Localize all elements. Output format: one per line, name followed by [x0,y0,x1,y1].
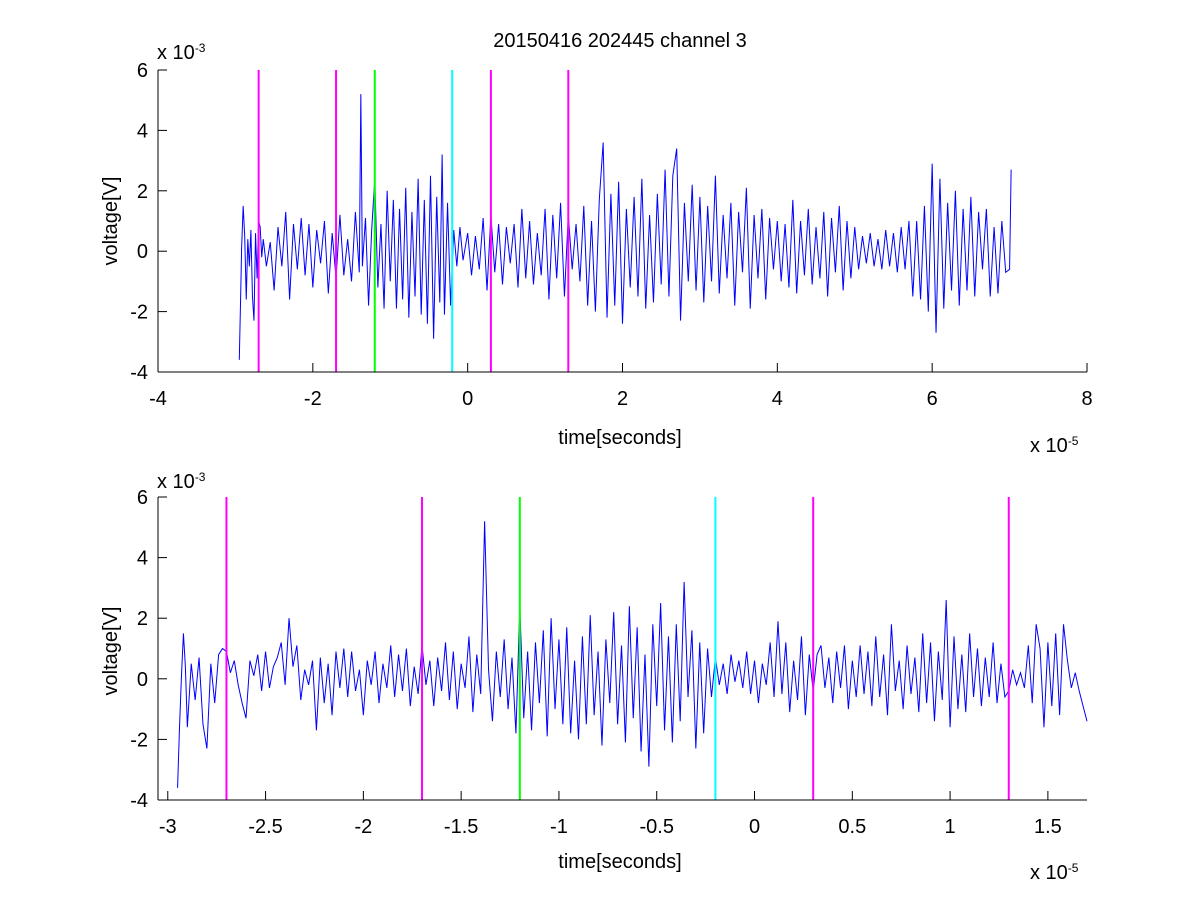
top-x-tick-label-5: 6 [927,388,938,410]
bottom-x-tick-label-0: -3 [159,816,177,838]
bottom-x-tick-label-5: -0.5 [639,816,673,838]
bottom-y-tick-label-2: 0 [137,669,148,691]
bottom-x-tick-label-9: 1.5 [1034,816,1062,838]
bottom-y-tick-label-3: 2 [137,608,148,630]
top-x-tick-label-2: 0 [462,388,473,410]
top-x-axis-label: time[seconds] [558,427,681,449]
bottom-y-tick-label-1: -2 [130,729,148,751]
bottom-marker-layer [225,497,1010,800]
bottom-voltage-trace [177,521,1088,788]
top-y-tick-label-4: 4 [137,120,148,142]
bottom-label-layer: x 10-3 time[seconds] x 10-5 voltage[V] [100,470,1079,884]
bottom-x-axis-label: time[seconds] [558,851,681,873]
top-label-layer: x 10-3 time[seconds] x 10-5 voltage[V] [100,41,1079,457]
top-x-tick-label-4: 4 [772,388,783,410]
bottom-x-tick-label-4: -1 [550,816,568,838]
top-signal-layer [238,94,1012,360]
top-y-tick-label-1: -2 [130,302,148,324]
top-panel: -4 -2 0 2 4 6 8 -4 -2 0 2 4 6 x 10-3 time[seconds] x… [100,41,1093,457]
figure-title: 20150416 202445 channel 3 [493,30,747,52]
top-x-tick-label-6: 8 [1081,388,1092,410]
bottom-x-tick-label-6: 0 [749,816,760,838]
bottom-x-scale-label: x 10-5 [1030,861,1079,884]
top-x-tick-label-1: -2 [304,388,322,410]
top-y-axis-label: voltage[V] [100,177,122,266]
top-y-tick-label-2: 0 [137,241,148,263]
bottom-x-tick-label-2: -2 [354,816,372,838]
top-x-scale-label: x 10-5 [1030,434,1079,457]
bottom-x-tick-label-8: 1 [945,816,956,838]
top-y-scale-label: x 10-3 [157,41,206,64]
top-marker-layer [257,70,570,372]
bottom-y-tick-label-4: 4 [137,548,148,570]
bottom-x-tick-label-7: 0.5 [838,816,866,838]
top-x-tick-label-0: -4 [149,388,167,410]
top-x-tick-label-3: 2 [617,388,628,410]
top-voltage-trace [238,94,1012,360]
bottom-signal-layer [177,521,1088,788]
bottom-axis-layer: -3 -2.5 -2 -1.5 -1 -0.5 0 0.5 1 1.5 -4 -2 0 2 4 6 [130,487,1087,838]
bottom-y-tick-label-5: 6 [137,487,148,509]
top-y-tick-label-3: 2 [137,181,148,203]
bottom-panel: -3 -2.5 -2 -1.5 -1 -0.5 0 0.5 1 1.5 -4 -2 0 2 4 6 x 10-… [100,470,1088,884]
bottom-y-axis-label: voltage[V] [100,607,122,696]
bottom-y-scale-label: x 10-3 [157,470,206,493]
top-y-tick-label-5: 6 [137,60,148,82]
bottom-x-tick-label-3: -1.5 [444,816,478,838]
top-y-tick-label-0: -4 [130,362,148,384]
bottom-x-tick-label-1: -2.5 [248,816,282,838]
bottom-y-tick-label-0: -4 [130,790,148,812]
top-axis-layer: -4 -2 0 2 4 6 8 -4 -2 0 2 4 6 [130,60,1092,410]
